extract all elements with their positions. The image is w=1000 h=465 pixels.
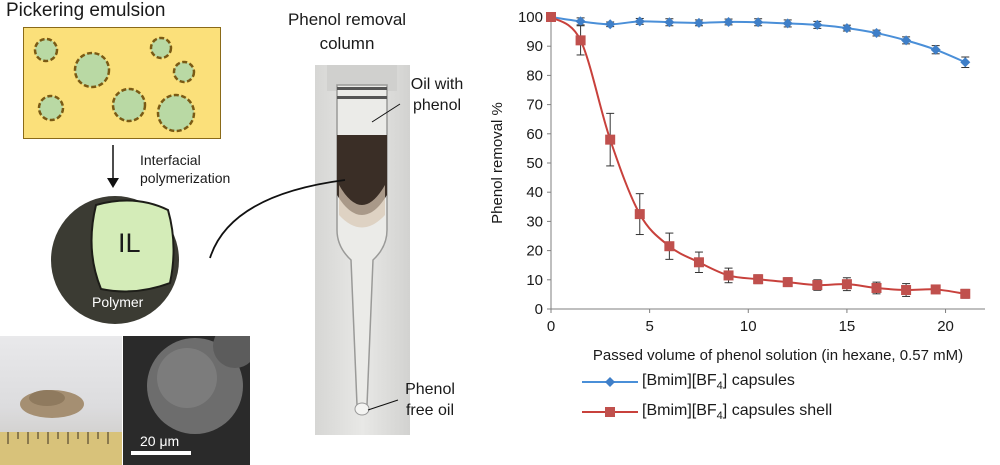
- diagram-arrows: [51, 145, 179, 324]
- ruler: [0, 432, 122, 465]
- droplet: [111, 87, 147, 123]
- data-point-square: [960, 288, 971, 299]
- data-point-diamond: [841, 23, 852, 34]
- free-oil-leader-line: [367, 399, 399, 411]
- data-point-square: [723, 270, 734, 281]
- sem-image: [123, 336, 250, 465]
- data-point-square: [575, 35, 586, 46]
- capsule-core: [90, 199, 175, 293]
- data-point-square: [812, 280, 823, 291]
- x-tick-label: 0: [547, 318, 555, 335]
- y-tick-label: 90: [526, 38, 543, 55]
- emulsion-box: [23, 27, 221, 139]
- y-tick-label: 50: [526, 155, 543, 172]
- droplet: [37, 94, 65, 122]
- y-tick-label: 60: [526, 126, 543, 143]
- x-tick-label: 10: [740, 318, 757, 335]
- legend-label-capsules-shell: [Bmim][BF4] capsules shell: [642, 402, 833, 423]
- data-point-square: [546, 12, 556, 22]
- data-point-diamond: [634, 16, 645, 27]
- data-point-diamond: [575, 16, 586, 27]
- y-tick-label: 70: [526, 97, 543, 114]
- y-tick-label: 20: [526, 243, 543, 260]
- oil-with-phenol-label: Oil with phenol: [410, 76, 464, 114]
- droplet: [156, 93, 196, 133]
- legend-label-capsules: [Bmim][BF4] capsules: [642, 372, 795, 393]
- arrowhead-icon: [107, 178, 119, 188]
- y-tick-label: 100: [518, 9, 543, 26]
- data-point-square: [930, 284, 941, 295]
- x-tick-label: 15: [839, 318, 856, 335]
- series-line-1: [550, 16, 966, 295]
- data-point-diamond: [782, 18, 793, 29]
- data-point-diamond: [664, 17, 675, 28]
- phenol-free-drop: [354, 402, 370, 416]
- capsule-leader-line: [209, 179, 346, 259]
- data-point-square: [664, 241, 675, 252]
- capsule-core-label: IL: [118, 228, 141, 258]
- data-point-diamond: [723, 16, 734, 27]
- data-point-square: [871, 282, 882, 293]
- droplet: [172, 60, 196, 84]
- column-photo: [315, 65, 410, 435]
- y-tick-label: 40: [526, 184, 543, 201]
- data-point-square: [634, 209, 645, 220]
- data-point-square: [841, 279, 852, 290]
- data-point-square: [753, 274, 764, 285]
- y-tick-label: 0: [535, 301, 543, 318]
- capsule-shell-label: Polymer: [92, 294, 144, 310]
- droplet: [33, 37, 59, 63]
- droplet: [73, 51, 111, 89]
- pickering-emulsion-title: Pickering emulsion: [6, 0, 166, 21]
- diamond-marker-icon: [605, 377, 615, 387]
- data-point-diamond: [693, 17, 704, 28]
- square-marker-icon: [605, 407, 615, 417]
- data-point-square: [693, 257, 704, 268]
- data-point-square: [901, 285, 912, 296]
- data-point-square: [782, 277, 793, 288]
- data-point-diamond: [871, 28, 882, 39]
- scale-bar-label: 20 μm: [140, 433, 180, 449]
- interfacial-polymerization-label: Interfacial polymerization: [140, 152, 231, 186]
- y-tick-label: 10: [526, 272, 543, 289]
- y-axis-title: Phenol removal %: [489, 102, 506, 224]
- droplet: [149, 36, 173, 60]
- emulsion-droplets: [33, 36, 196, 133]
- x-axis-title: Passed volume of phenol solution (in hex…: [593, 347, 963, 364]
- y-tick-label: 80: [526, 67, 543, 84]
- column-title: Phenol removal column: [287, 10, 407, 53]
- powder-pile: [29, 390, 65, 406]
- leader-lines: [209, 103, 401, 411]
- y-tick-label: 30: [526, 213, 543, 230]
- scale-bar: [131, 451, 191, 455]
- data-point-diamond: [960, 57, 971, 68]
- phenol-free-oil-label: Phenol free oil: [405, 381, 455, 419]
- phenol-oil-layer: [337, 135, 387, 215]
- data-point-diamond: [753, 17, 764, 28]
- oil-leader-line: [371, 103, 401, 123]
- powder-photo: [0, 336, 122, 465]
- x-tick-label: 20: [937, 318, 954, 335]
- data-point-diamond: [930, 44, 941, 55]
- x-tick-label: 5: [645, 318, 653, 335]
- data-point-square: [605, 134, 616, 145]
- data-point-diamond: [901, 35, 912, 46]
- data-point-diamond: [605, 19, 616, 30]
- data-point-diamond: [812, 19, 823, 30]
